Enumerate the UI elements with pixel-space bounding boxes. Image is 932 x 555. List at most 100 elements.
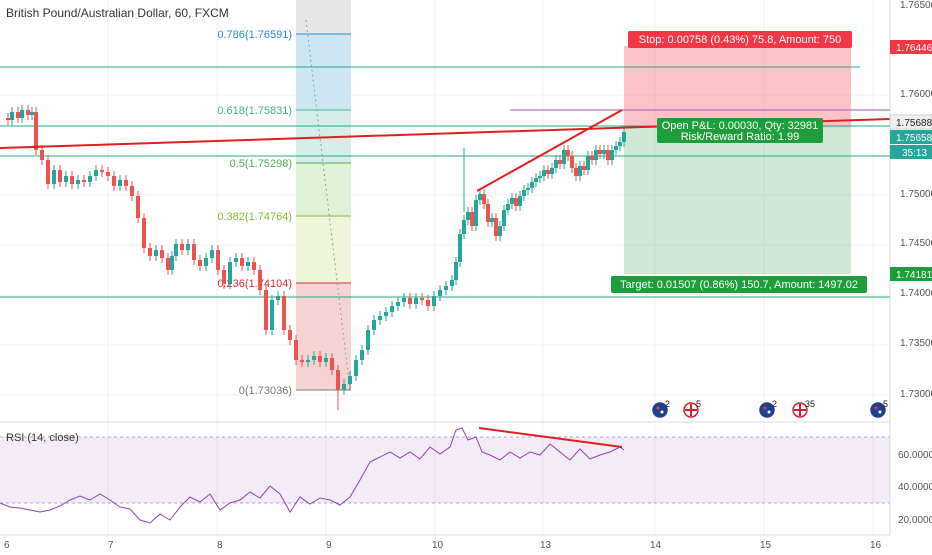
candle-down xyxy=(198,260,202,266)
candle-up xyxy=(602,150,606,154)
time-axis[interactable]: 6 7 8 9 10 13 14 15 16 xyxy=(4,540,882,551)
candle-up xyxy=(502,210,506,226)
fib-label-0382: 0.382(1.74764) xyxy=(217,211,292,223)
candle-down xyxy=(582,166,586,170)
price-axis[interactable]: 1.76000 1.75000 1.74500 1.74000 1.73500 … xyxy=(889,0,932,526)
pnl-label: Open P&L: 0.00030, Qty: 32981 xyxy=(662,120,819,132)
candle-up xyxy=(506,204,510,210)
rsi-tick: 40.0000 xyxy=(898,482,932,493)
candle-down xyxy=(124,180,128,186)
candle-down xyxy=(300,360,304,362)
uk-flag-icon[interactable]: 35 xyxy=(792,399,815,418)
candle-up xyxy=(432,296,436,306)
candle-up xyxy=(20,110,24,118)
candle-down xyxy=(216,250,220,270)
candle-up xyxy=(454,262,458,280)
candle-up xyxy=(578,166,582,176)
candle-up xyxy=(554,160,558,168)
candle-up xyxy=(312,356,316,360)
candle-down xyxy=(148,248,152,256)
price-tick: 1.74000 xyxy=(900,288,932,299)
candle-up xyxy=(450,280,454,286)
candle-up xyxy=(118,180,122,186)
time-tick: 7 xyxy=(108,540,114,550)
rr-label: Risk/Reward Ratio: 1.99 xyxy=(681,131,800,143)
candle-down xyxy=(258,270,262,290)
au-flag-icon[interactable]: 2 xyxy=(652,399,670,418)
candle-up xyxy=(538,176,542,178)
candle-up xyxy=(518,196,522,206)
candle-up xyxy=(462,220,466,234)
candle-up xyxy=(530,182,534,188)
candle-down xyxy=(40,150,44,160)
candle-up xyxy=(76,180,80,184)
countdown-badge xyxy=(890,145,932,159)
candle-up xyxy=(458,234,462,262)
candle-up xyxy=(342,384,346,390)
fib-label-0: 0(1.73036) xyxy=(239,385,292,397)
candle-down xyxy=(180,244,184,250)
candle-down xyxy=(16,112,20,118)
price-badge-target xyxy=(890,267,932,281)
time-tick: 14 xyxy=(650,540,662,550)
candle-up xyxy=(542,170,546,176)
candle-down xyxy=(26,110,30,115)
price-tick: 1.76000 xyxy=(900,89,932,100)
candle-up xyxy=(360,350,364,360)
rsi-divergence-line[interactable] xyxy=(478,427,623,448)
candle-up xyxy=(324,358,328,362)
candle-down xyxy=(130,186,134,196)
candle-down xyxy=(294,340,298,360)
candle-up xyxy=(444,286,448,290)
uk-flag-icon[interactable]: 5 xyxy=(683,399,701,418)
candle-down xyxy=(100,170,104,172)
candle-up xyxy=(490,218,494,222)
candlestick-series xyxy=(6,105,626,410)
candle-down xyxy=(494,218,498,236)
candle-up xyxy=(438,290,442,296)
stop-zone[interactable] xyxy=(624,46,851,128)
event-count: 35 xyxy=(805,399,815,409)
candle-up xyxy=(610,150,614,160)
fib-trend-line xyxy=(305,19,351,391)
trend-line-channel[interactable] xyxy=(476,109,623,192)
au-flag-icon[interactable]: 2 xyxy=(759,399,777,418)
candle-up xyxy=(306,360,310,362)
event-count: 2 xyxy=(665,399,670,409)
price-badge-stop-label: 1.76446 xyxy=(896,43,932,54)
candle-up xyxy=(204,258,208,266)
price-tick: 1.73000 xyxy=(900,389,932,400)
candle-up xyxy=(228,262,232,284)
time-tick: 9 xyxy=(326,540,332,550)
fib-zone-05 xyxy=(296,163,351,216)
candle-down xyxy=(264,290,268,330)
candle-up xyxy=(478,194,482,200)
price-badge-current-label: 1.75658 xyxy=(896,133,932,144)
time-tick: 15 xyxy=(760,540,772,550)
candle-down xyxy=(574,168,578,176)
fib-label-0236: 0.236(1.74104) xyxy=(217,278,292,290)
fib-zone-0236 xyxy=(296,283,351,390)
candle-down xyxy=(408,298,412,304)
candle-up xyxy=(354,360,358,376)
candle-up xyxy=(618,142,622,146)
stop-label: Stop: 0.00758 (0.43%) 75.8, Amount: 750 xyxy=(639,34,841,46)
target-zone[interactable] xyxy=(624,128,851,274)
candle-up xyxy=(88,176,92,182)
price-badge-target-label: 1.74181 xyxy=(896,270,932,281)
candle-up xyxy=(510,198,514,204)
candle-down xyxy=(546,170,550,174)
au-flag-icon[interactable]: 5 xyxy=(870,399,888,418)
candle-down xyxy=(558,160,562,164)
candle-up xyxy=(498,226,502,236)
fib-zone-0786 xyxy=(296,34,351,110)
candle-up xyxy=(614,146,618,150)
time-tick: 6 xyxy=(4,540,10,550)
candle-down xyxy=(336,370,340,390)
candle-up xyxy=(384,312,388,316)
candle-down xyxy=(318,356,322,362)
countdown-label: 35:13 xyxy=(902,148,927,159)
candle-up xyxy=(372,320,376,330)
